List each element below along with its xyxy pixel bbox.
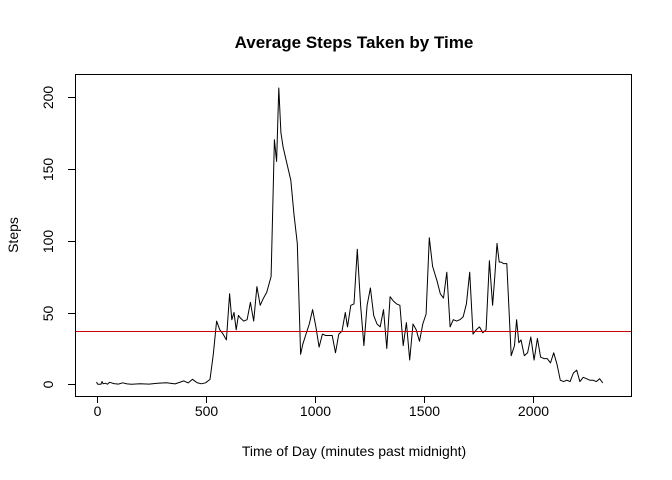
- x-tick-label: 1500: [409, 403, 440, 419]
- y-axis: 0 50 100 150 200: [40, 86, 76, 388]
- x-tick-label: 500: [195, 403, 219, 419]
- x-axis-label: Time of Day (minutes past midnight): [242, 443, 466, 459]
- y-tick-label: 0: [40, 380, 56, 388]
- x-axis: 0 500 1000 1500 2000: [94, 396, 549, 419]
- y-tick-label: 200: [40, 86, 56, 110]
- x-tick-label: 2000: [518, 403, 549, 419]
- chart-title: Average Steps Taken by Time: [235, 33, 474, 52]
- series-line-average-steps: [96, 87, 604, 385]
- x-tick-label: 0: [94, 403, 102, 419]
- y-axis-label: Steps: [5, 217, 21, 253]
- y-tick-label: 150: [40, 158, 56, 182]
- y-tick-label: 50: [40, 306, 56, 322]
- y-tick-label: 100: [40, 230, 56, 254]
- plot-frame: [75, 74, 632, 397]
- x-tick-label: 1000: [300, 403, 331, 419]
